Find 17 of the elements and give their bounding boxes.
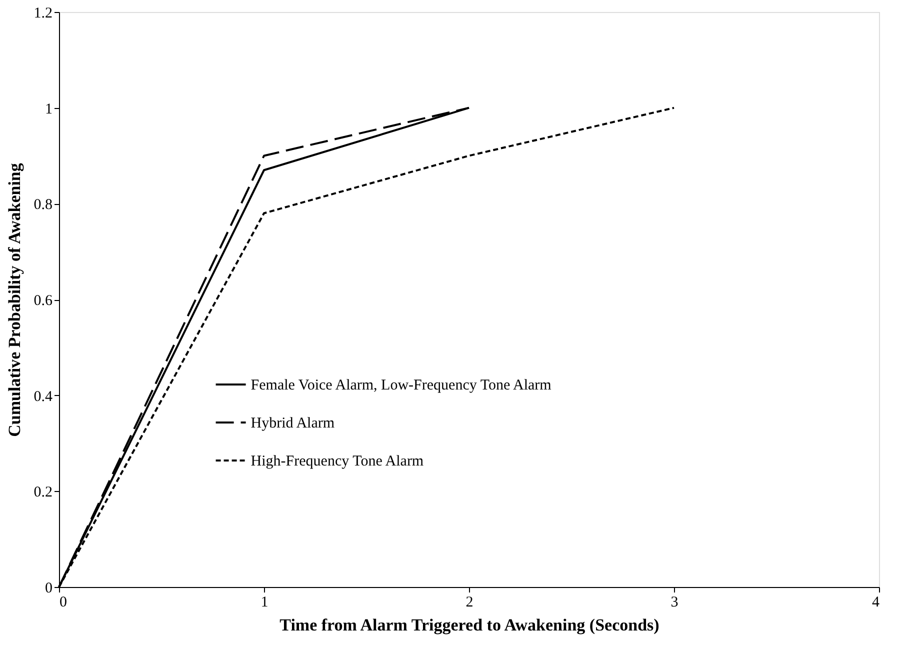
legend-label: Female Voice Alarm, Low-Frequency Tone Alarm bbox=[250, 378, 552, 394]
legend-label: High-Frequency Tone Alarm bbox=[250, 454, 424, 470]
x-tick-label: 0 bbox=[60, 594, 67, 610]
y-tick-label: 0.8 bbox=[34, 197, 52, 214]
x-tick-label: 4 bbox=[872, 594, 880, 610]
y-tick-label: 0.4 bbox=[34, 388, 53, 405]
x-tick-label: 1 bbox=[260, 594, 268, 610]
y-tick-label: 0.2 bbox=[34, 484, 52, 501]
y-tick-label: 0.6 bbox=[34, 293, 53, 309]
y-tick-label: 1.2 bbox=[34, 6, 52, 22]
x-axis-title: Time from Alarm Triggered to Awakening (Seconds) bbox=[280, 616, 660, 634]
legend-label: Hybrid Alarm bbox=[250, 416, 335, 432]
x-tick-label: 2 bbox=[466, 594, 474, 610]
x-tick-label: 3 bbox=[670, 594, 678, 610]
y-tick-label: 0 bbox=[45, 580, 52, 596]
y-tick-label: 1 bbox=[45, 101, 52, 118]
y-axis-title: Cumulative Probability of Awakening bbox=[4, 162, 24, 437]
